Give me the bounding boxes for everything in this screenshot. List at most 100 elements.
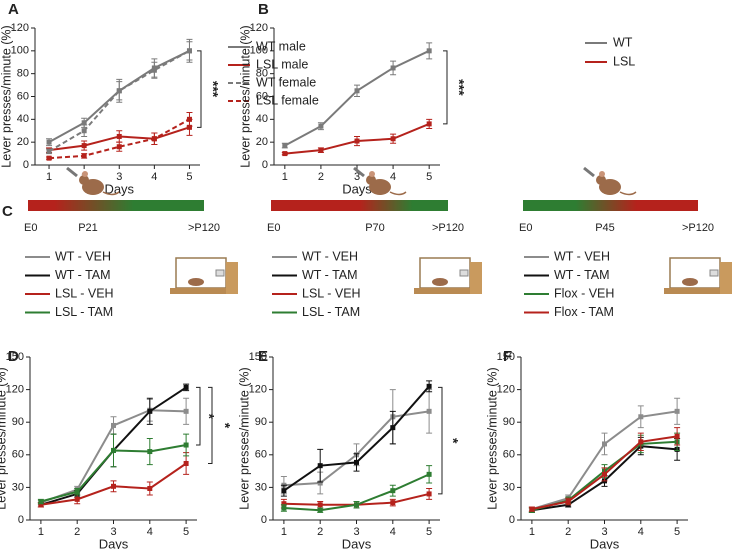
timeline-start: E0 — [24, 222, 37, 234]
x-tick-label: 4 — [390, 526, 396, 538]
y-tick-label: 60 — [256, 90, 268, 102]
mouse-tail — [619, 191, 637, 196]
data-point — [354, 459, 359, 465]
data-point — [317, 502, 323, 508]
timeline-end: >P120 — [188, 222, 220, 234]
y-tick-label: 120 — [249, 384, 267, 396]
x-axis-label: Days — [590, 536, 620, 549]
data-point — [426, 121, 432, 127]
timeline-end: >P120 — [682, 222, 714, 234]
y-axis-label: Lever presses/minute (%) — [237, 367, 251, 509]
data-point — [116, 88, 122, 94]
y-tick-label: 120 — [250, 22, 268, 34]
syringe — [353, 166, 365, 178]
significance: * — [201, 413, 217, 419]
timeline-mid: P45 — [595, 222, 615, 234]
legend-label: LSL male — [256, 57, 308, 71]
data-point — [151, 67, 157, 73]
data-point — [183, 460, 189, 466]
data-point — [317, 480, 323, 486]
legend-label: Flox - VEH — [554, 286, 614, 300]
y-tick-label: 30 — [503, 481, 515, 493]
data-point — [281, 505, 287, 511]
y-tick-label: 150 — [497, 351, 515, 363]
data-point — [282, 143, 288, 149]
y-tick-label: 0 — [261, 514, 267, 526]
x-tick-label: 1 — [38, 526, 44, 538]
legend-label: WT - VEH — [554, 249, 610, 263]
timeline-start: E0 — [267, 222, 280, 234]
timeline-end: >P120 — [432, 222, 464, 234]
data-point — [426, 408, 432, 414]
y-tick-label: 20 — [256, 136, 268, 148]
data-point — [38, 502, 44, 508]
data-point — [282, 151, 288, 157]
data-point — [674, 408, 680, 414]
legend-label: WT male — [256, 39, 306, 53]
data-point — [354, 138, 360, 144]
panel-label: B — [258, 1, 269, 18]
x-tick-label: 4 — [151, 171, 157, 183]
data-point — [426, 491, 432, 497]
data-point — [638, 439, 644, 445]
y-axis-label: Lever presses/minute (%) — [238, 25, 252, 167]
data-point — [74, 496, 80, 502]
x-axis-label: Days — [342, 536, 372, 549]
mouse-head — [79, 175, 89, 185]
data-point — [186, 124, 192, 130]
y-tick-label: 120 — [11, 22, 29, 34]
x-axis-label: Days — [342, 181, 372, 196]
mouse-ear — [599, 171, 605, 177]
x-tick-label: 2 — [565, 526, 571, 538]
data-point — [111, 447, 116, 453]
y-tick-label: 30 — [255, 481, 267, 493]
data-point — [116, 133, 122, 139]
data-point — [147, 408, 153, 414]
x-tick-label: 1 — [529, 526, 535, 538]
data-point — [529, 506, 535, 512]
legend-label: WT - VEH — [302, 249, 358, 263]
series-line — [531, 410, 678, 511]
x-tick-label: 5 — [426, 171, 432, 183]
mouse-tail — [389, 191, 407, 196]
timeline-mid: P21 — [78, 222, 98, 234]
timeline-bar — [523, 200, 698, 211]
significance: * — [217, 423, 233, 429]
x-tick-label: 3 — [601, 526, 607, 538]
cage-mouse — [682, 278, 698, 286]
legend-label: WT - TAM — [302, 268, 358, 282]
x-tick-label: 4 — [390, 171, 396, 183]
y-tick-label: 120 — [497, 384, 515, 396]
x-tick-label: 4 — [638, 526, 644, 538]
legend-label: WT female — [256, 75, 316, 89]
significance-bracket — [438, 386, 443, 495]
y-tick-label: 90 — [12, 416, 24, 428]
y-tick-label: 60 — [12, 449, 24, 461]
data-point — [318, 147, 324, 153]
legend-label: LSL - TAM — [55, 305, 113, 319]
significance-bracket — [443, 50, 448, 125]
data-point — [426, 471, 432, 477]
cage-floor — [170, 288, 232, 294]
x-tick-label: 3 — [110, 526, 116, 538]
data-point — [638, 414, 644, 420]
timeline-bar — [28, 200, 204, 211]
significance: * — [445, 438, 461, 444]
x-tick-label: 1 — [282, 171, 288, 183]
data-point — [390, 65, 396, 71]
x-tick-label: 1 — [281, 526, 287, 538]
syringe — [583, 166, 595, 178]
panel-label: D — [8, 348, 19, 365]
y-axis-label: Lever presses/minute (%) — [0, 367, 8, 509]
data-point — [81, 143, 87, 149]
data-point — [46, 155, 52, 161]
cage-side — [470, 262, 482, 294]
data-point — [186, 48, 192, 54]
series-line — [283, 385, 430, 492]
mouse-ear — [82, 171, 88, 177]
cage-mouse — [432, 278, 448, 286]
y-tick-label: 20 — [17, 136, 29, 148]
y-tick-label: 150 — [6, 351, 24, 363]
significance-bracket — [196, 386, 201, 446]
data-point — [281, 501, 287, 507]
